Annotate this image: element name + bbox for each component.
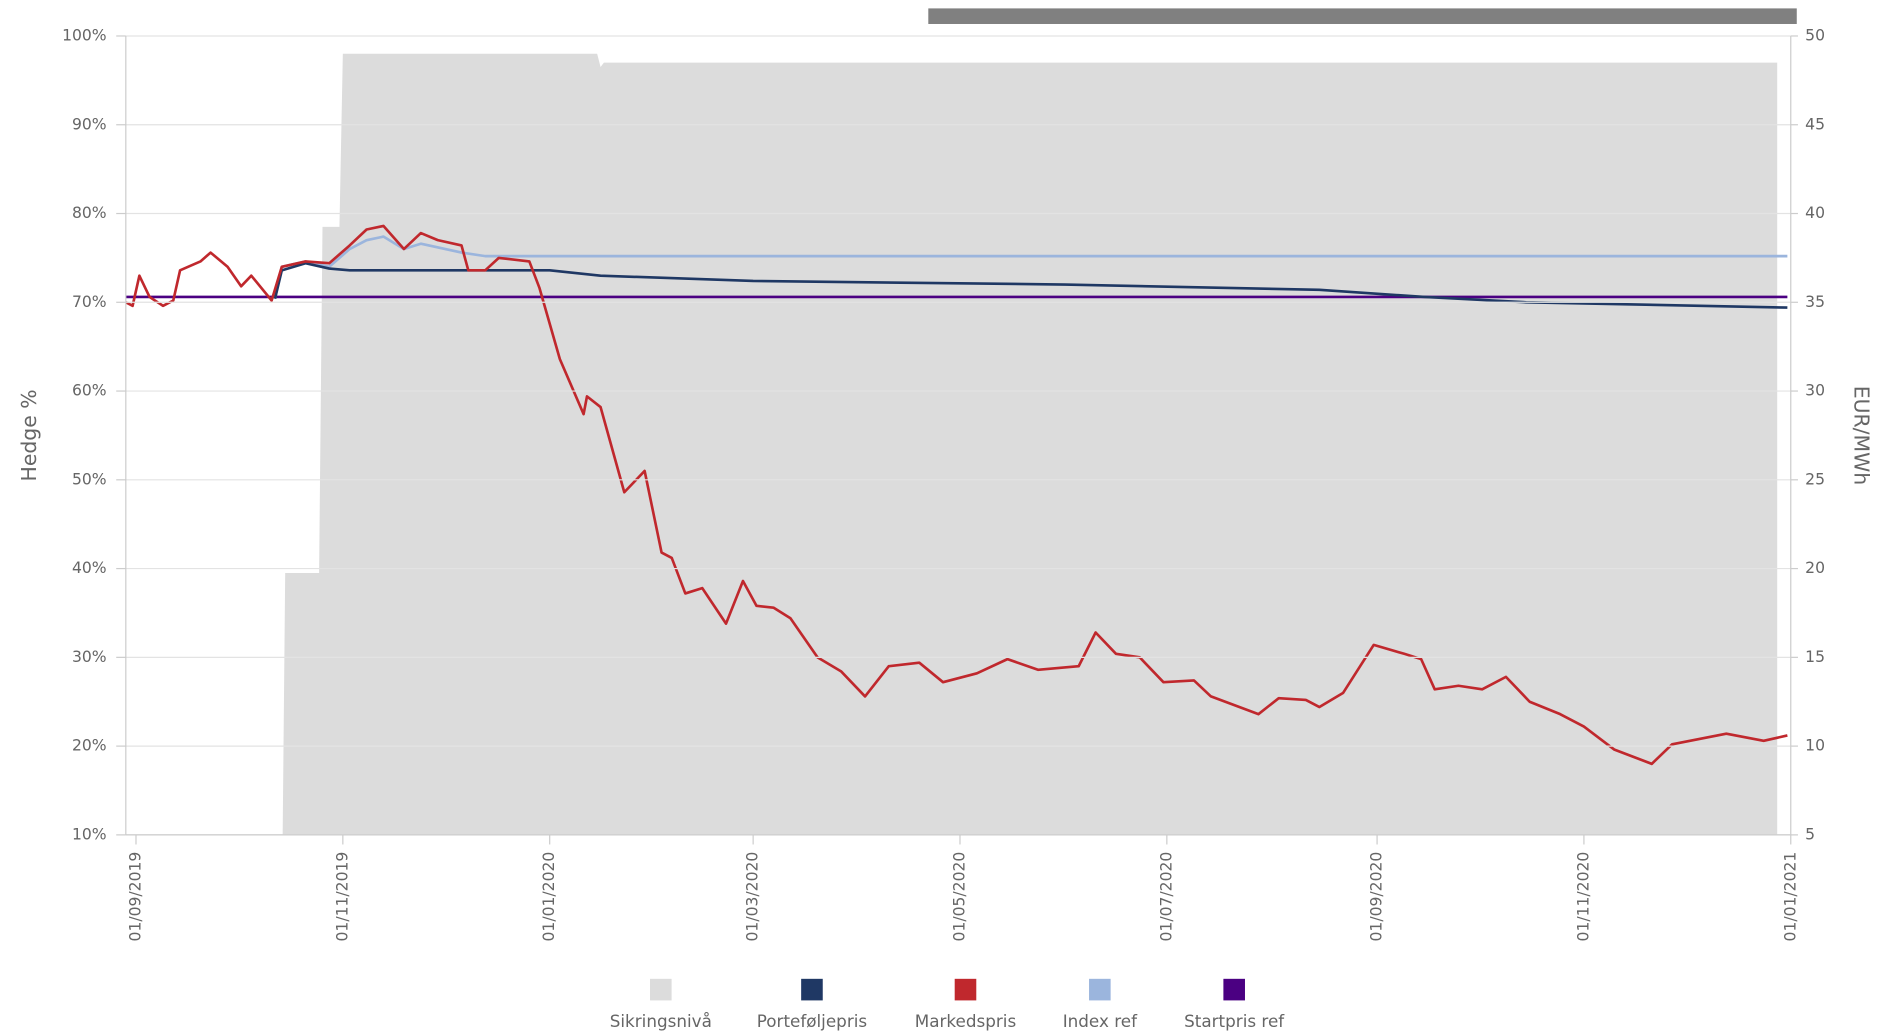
legend-swatch[interactable]: [1089, 978, 1111, 1001]
x-tick-label: 01/11/2019: [333, 852, 351, 942]
y2-tick-label: 25: [1805, 470, 1825, 488]
y-tick-label: 40%: [72, 559, 107, 577]
y-axis-title: Hedge %: [17, 389, 41, 481]
y2-tick-label: 30: [1805, 382, 1825, 400]
scrollbar[interactable]: [928, 8, 1797, 24]
y-tick-label: 80%: [72, 204, 107, 222]
x-tick-label: 01/03/2020: [744, 852, 762, 942]
y2-tick-label: 45: [1805, 115, 1825, 133]
y-tick-label: 20%: [72, 737, 107, 755]
y2-tick-label: 10: [1805, 737, 1825, 755]
legend-label: Markedspris: [915, 1011, 1016, 1031]
x-tick-label: 01/11/2020: [1574, 852, 1592, 942]
y2-tick-label: 40: [1805, 204, 1825, 222]
x-tick-label: 01/01/2021: [1781, 852, 1799, 942]
hedge-area: [125, 53, 1778, 835]
y-tick-label: 30%: [72, 648, 107, 666]
y2-tick-label: 20: [1805, 559, 1825, 577]
y2-axis-title: EUR/MWh: [1849, 386, 1873, 485]
y-tick-label: 100%: [62, 26, 107, 44]
x-tick-label: 01/01/2020: [540, 852, 558, 942]
y-tick-label: 70%: [72, 293, 107, 311]
legend-swatch[interactable]: [1223, 978, 1245, 1001]
price-line: [125, 224, 1788, 766]
price-line: [273, 261, 1788, 309]
y2-tick-label: 50: [1805, 26, 1825, 44]
y-tick-label: 50%: [72, 470, 107, 488]
legend-label: Startpris ref: [1184, 1011, 1285, 1031]
y-tick-label: 10%: [72, 825, 107, 843]
x-tick-label: 01/05/2020: [950, 852, 968, 942]
axes: 10% 20% 30% 40% 50% 60% 70% 80% 90% 100% 5 10 15 20 25…: [62, 26, 1825, 941]
legend-swatch[interactable]: [801, 978, 823, 1001]
y-tick-label: 90%: [72, 115, 107, 133]
y-tick-label: 60%: [72, 382, 107, 400]
legend-label: Sikringsnivå: [610, 1011, 712, 1031]
legend-swatch[interactable]: [650, 978, 672, 1001]
legend-swatch[interactable]: [954, 978, 977, 1001]
y2-tick-label: 5: [1805, 825, 1815, 843]
y2-tick-label: 35: [1805, 293, 1825, 311]
y2-tick-label: 15: [1805, 648, 1825, 666]
x-tick-label: 01/07/2020: [1157, 852, 1175, 942]
x-tick-label: 01/09/2020: [1368, 852, 1386, 942]
legend-label: Index ref: [1063, 1011, 1138, 1031]
x-tick-label: 01/09/2019: [126, 852, 144, 942]
legend-label: Porteføljepris: [757, 1011, 867, 1031]
plot-area: [125, 53, 1788, 835]
